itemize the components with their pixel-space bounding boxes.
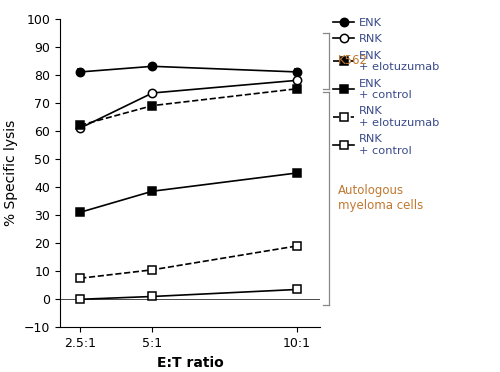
X-axis label: E:T ratio: E:T ratio xyxy=(156,356,224,370)
Text: K562: K562 xyxy=(338,54,368,67)
Text: Autologous
myeloma cells: Autologous myeloma cells xyxy=(338,184,423,212)
Legend: ENK, RNK, ENK
+ elotuzumab, ENK
+ control, RNK
+ elotuzumab, RNK
+ control: ENK, RNK, ENK + elotuzumab, ENK + contro… xyxy=(334,18,439,156)
Y-axis label: % Specific lysis: % Specific lysis xyxy=(4,120,18,226)
